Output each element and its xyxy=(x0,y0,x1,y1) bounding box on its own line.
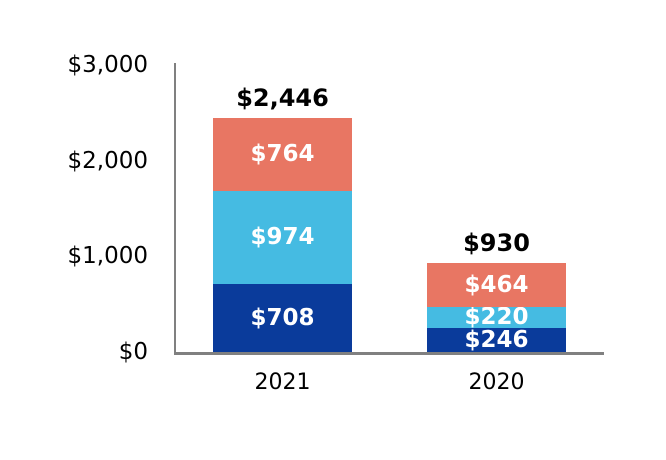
bar-segment-coral-top-segment-2021: $764 xyxy=(213,117,352,192)
y-tick-label: $0 xyxy=(118,339,148,365)
y-tick-label: $3,000 xyxy=(67,52,148,78)
y-axis-line xyxy=(174,63,176,355)
bar-segment-dark-blue-bottom-segment-2020: $246 xyxy=(427,328,566,352)
segment-value-label: $220 xyxy=(464,304,529,331)
y-tick-label: $1,000 xyxy=(67,243,148,270)
segment-value-label: $246 xyxy=(464,326,529,353)
y-tick-label: $2,000 xyxy=(67,147,148,174)
bar-segment-light-blue-middle-segment-2021: $974 xyxy=(213,191,352,285)
segment-value-label: $764 xyxy=(250,141,315,168)
bar-segment-dark-blue-bottom-segment-2021: $708 xyxy=(213,284,352,352)
x-category-label-2020: 2020 xyxy=(468,370,525,395)
segment-value-label: $464 xyxy=(464,271,529,298)
x-axis-line xyxy=(174,352,604,355)
bar-segment-coral-top-segment-2020: $464 xyxy=(427,263,566,308)
segment-value-label: $974 xyxy=(250,224,315,251)
bar-total-label-2020: $930 xyxy=(463,229,530,258)
bar-segment-light-blue-middle-segment-2020: $220 xyxy=(427,304,566,331)
x-category-label-2021: 2021 xyxy=(254,370,311,395)
segment-value-label: $708 xyxy=(250,304,315,331)
bar-total-label-2021: $2,446 xyxy=(236,83,329,112)
